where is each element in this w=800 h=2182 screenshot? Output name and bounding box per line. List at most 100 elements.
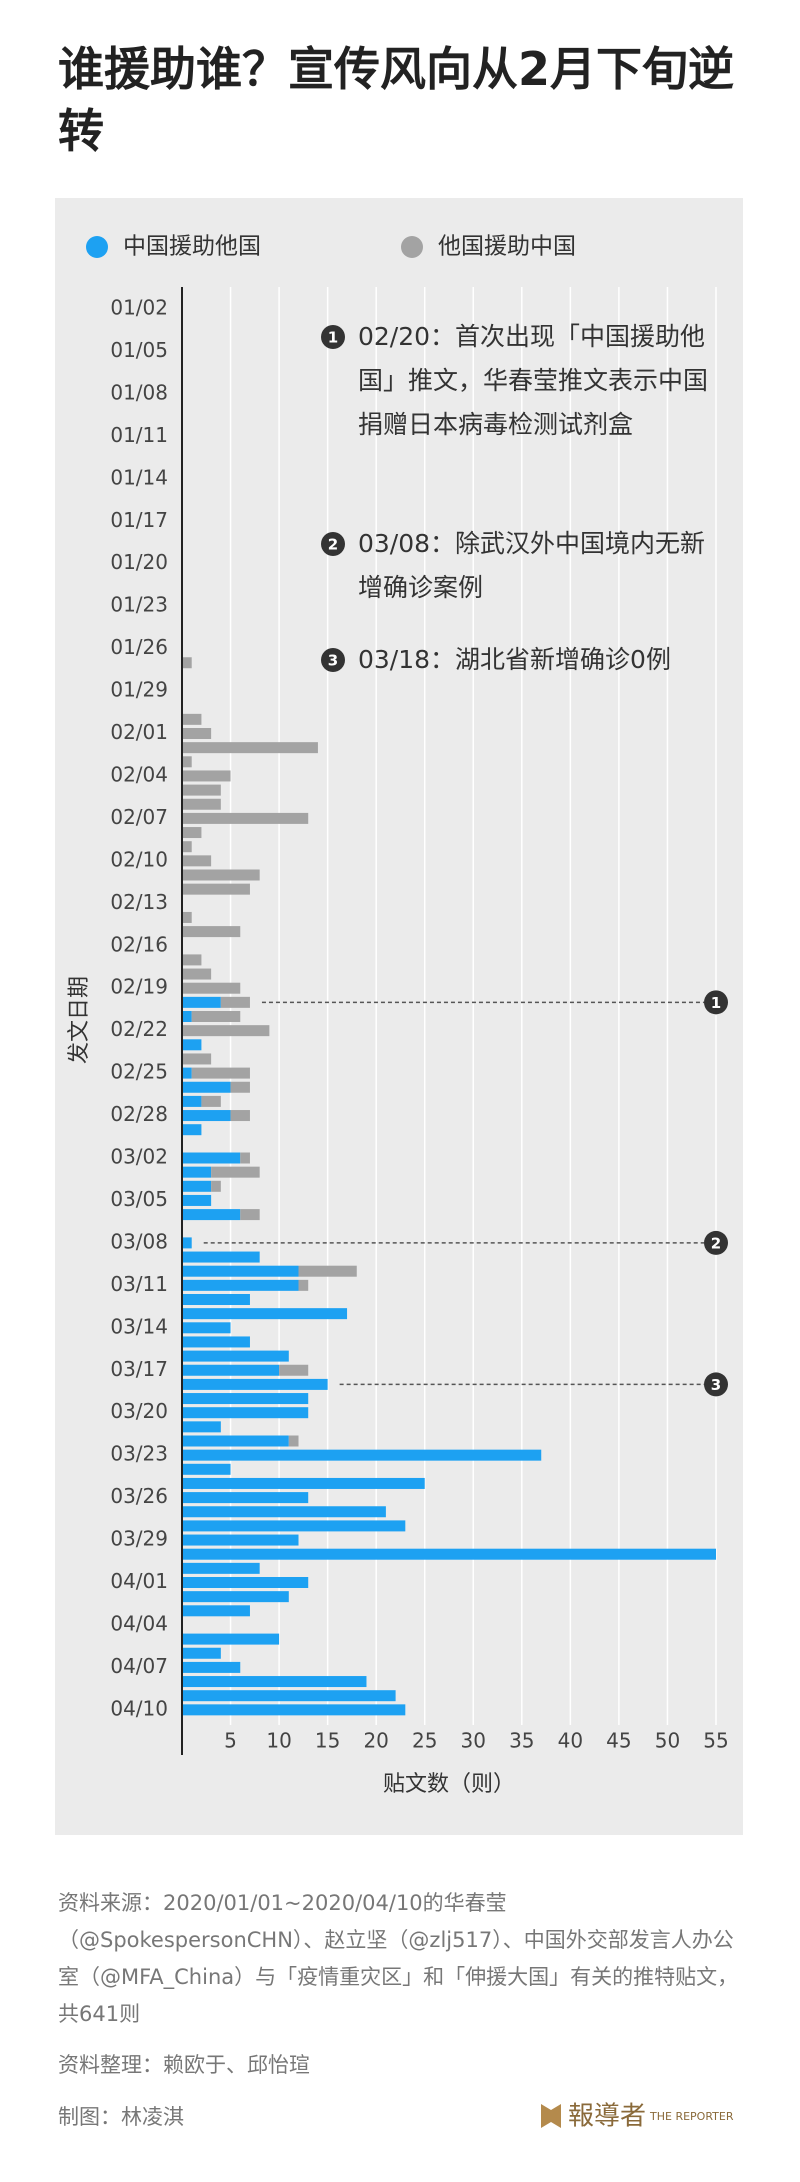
bar [182, 784, 221, 796]
legend-marker [401, 236, 423, 258]
bar [182, 657, 192, 669]
bar [182, 1647, 221, 1659]
bar [182, 1534, 299, 1546]
bar [182, 1265, 299, 1277]
y-tick-label: 04/01 [110, 1569, 168, 1593]
y-tick-label: 03/08 [110, 1229, 168, 1253]
x-tick-label: 20 [363, 1729, 388, 1753]
y-tick-label: 03/05 [110, 1187, 168, 1211]
bar [191, 1011, 241, 1022]
bar [279, 1364, 309, 1376]
x-tick-label: 55 [703, 1729, 728, 1753]
bar [182, 1095, 202, 1107]
annotation-marker [321, 325, 345, 349]
y-tick-label: 03/11 [110, 1272, 168, 1296]
bar [182, 1435, 289, 1447]
bar [182, 1704, 406, 1716]
bar [182, 869, 260, 881]
bar [220, 996, 250, 1008]
bar [182, 1690, 396, 1702]
bar [182, 1421, 221, 1433]
annotation-number: 3 [711, 1376, 721, 1394]
bar [182, 827, 202, 839]
bar [182, 1053, 212, 1065]
bar [298, 1279, 309, 1291]
bar [182, 1520, 406, 1532]
bar [182, 1039, 202, 1051]
bar [182, 1180, 212, 1192]
y-tick-label: 01/23 [110, 593, 168, 617]
x-tick-label: 40 [558, 1729, 583, 1753]
y-tick-label: 04/10 [110, 1696, 168, 1720]
bar [182, 1251, 260, 1263]
bar [182, 1463, 231, 1475]
x-tick-label: 30 [461, 1729, 486, 1753]
bar [182, 798, 221, 810]
y-tick-label: 02/28 [110, 1102, 168, 1126]
bar [230, 1081, 250, 1093]
x-tick-label: 50 [655, 1729, 680, 1753]
y-tick-label: 01/11 [110, 423, 168, 447]
y-tick-label: 03/29 [110, 1527, 168, 1551]
y-tick-label: 01/29 [110, 678, 168, 702]
x-tick-label: 10 [266, 1729, 291, 1753]
y-tick-label: 03/17 [110, 1357, 168, 1381]
bar [298, 1265, 357, 1277]
x-tick-label: 25 [412, 1729, 437, 1753]
y-tick-label: 01/02 [110, 296, 168, 320]
bar [182, 1322, 231, 1334]
annotation-text: 02/20：首次出现「中国援助他国」推文，华春莹推文表示中国捐赠日本病毒检测试剂… [358, 322, 709, 439]
legend-marker [86, 236, 108, 258]
bar [182, 1110, 231, 1122]
bar [240, 1152, 250, 1164]
bar [182, 1506, 386, 1518]
bar [182, 1308, 348, 1320]
logo: 報導者 [568, 2102, 646, 2132]
bar [191, 1067, 250, 1079]
y-tick-label: 02/13 [110, 890, 168, 914]
y-tick-label: 03/20 [110, 1399, 168, 1423]
bar [182, 1294, 250, 1305]
bar [182, 1378, 328, 1390]
annotation-marker [321, 532, 345, 556]
bar [182, 1548, 716, 1560]
y-tick-label: 02/25 [110, 1060, 168, 1084]
bar [182, 1209, 241, 1221]
bar [230, 1110, 250, 1122]
y-tick-label: 04/07 [110, 1654, 168, 1678]
bar [182, 883, 250, 895]
x-axis-label: 贴文数（则） [383, 1772, 515, 1797]
bar [182, 1124, 202, 1136]
source: 资料来源：2020/01/01~2020/04/10的华春莹（@Spokespe… [58, 1891, 739, 2026]
credit: 制图：林凌淇 [58, 2105, 184, 2129]
y-tick-label: 02/19 [110, 975, 168, 999]
bar [211, 1166, 260, 1178]
y-tick-label: 03/26 [110, 1484, 168, 1508]
annotation-marker [704, 1230, 728, 1255]
y-tick-label: 03/23 [110, 1442, 168, 1466]
logo-en: THE REPORTER [649, 2110, 734, 2123]
bar [182, 968, 212, 980]
y-tick-label: 01/05 [110, 338, 168, 362]
bar [182, 1152, 241, 1164]
bar [182, 1591, 289, 1603]
bar [182, 742, 318, 754]
annotation-number: 1 [711, 994, 721, 1012]
y-tick-label: 04/04 [110, 1611, 168, 1635]
annotation-text: 03/18：湖北省新增确诊0例 [358, 645, 671, 674]
bar [182, 911, 192, 923]
y-tick-label: 01/26 [110, 635, 168, 659]
bar [182, 954, 202, 966]
y-tick-label: 02/16 [110, 932, 168, 956]
bar [182, 996, 221, 1008]
bar [182, 1633, 280, 1645]
bar [182, 1407, 309, 1419]
y-tick-label: 02/01 [110, 720, 168, 744]
annotation-number: 1 [328, 329, 338, 347]
y-tick-label: 02/22 [110, 1017, 168, 1041]
bar [182, 1477, 425, 1489]
annotation-number: 2 [711, 1234, 721, 1252]
x-tick-label: 15 [315, 1729, 340, 1753]
bar [182, 982, 241, 994]
